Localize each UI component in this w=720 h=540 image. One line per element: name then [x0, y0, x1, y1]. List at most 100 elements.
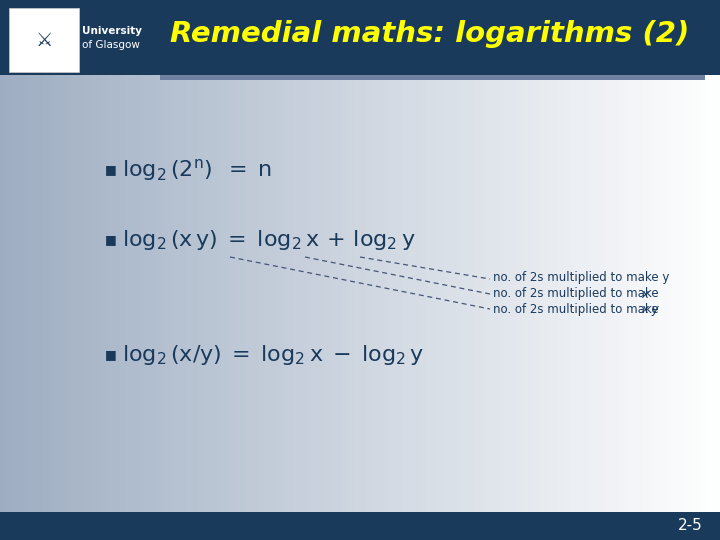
Text: x y: x y: [641, 303, 659, 316]
Bar: [160, 75, 705, 80]
Bar: [480, 75, 487, 512]
Bar: [114, 75, 121, 512]
Bar: [498, 75, 505, 512]
Bar: [234, 75, 241, 512]
Bar: [558, 75, 565, 512]
Bar: [54, 75, 61, 512]
Bar: [426, 75, 433, 512]
Bar: [516, 75, 523, 512]
Bar: [156, 75, 163, 512]
Bar: [420, 75, 427, 512]
Bar: [246, 75, 253, 512]
Bar: [714, 75, 720, 512]
Bar: [264, 75, 271, 512]
Bar: [132, 75, 139, 512]
Bar: [666, 75, 673, 512]
Bar: [72, 75, 79, 512]
Bar: [12, 75, 19, 512]
Bar: [510, 75, 517, 512]
Bar: [474, 75, 481, 512]
Bar: [120, 75, 127, 512]
Bar: [150, 75, 157, 512]
Bar: [162, 75, 169, 512]
Bar: [18, 75, 25, 512]
Bar: [582, 75, 589, 512]
Bar: [126, 75, 133, 512]
Bar: [570, 75, 577, 512]
Bar: [642, 75, 649, 512]
Bar: [0, 0, 720, 75]
Bar: [384, 75, 391, 512]
Bar: [336, 75, 343, 512]
Text: ■: ■: [105, 348, 117, 361]
Bar: [330, 75, 337, 512]
Bar: [492, 75, 499, 512]
Bar: [276, 75, 283, 512]
Bar: [438, 75, 445, 512]
Bar: [462, 75, 469, 512]
Bar: [696, 75, 703, 512]
Bar: [288, 75, 295, 512]
Bar: [648, 75, 655, 512]
Bar: [258, 75, 265, 512]
Text: no. of 2s multiplied to make: no. of 2s multiplied to make: [493, 287, 662, 300]
Bar: [78, 75, 85, 512]
Bar: [168, 75, 175, 512]
Bar: [678, 75, 685, 512]
Bar: [348, 75, 355, 512]
Bar: [414, 75, 421, 512]
Bar: [618, 75, 625, 512]
Bar: [528, 75, 535, 512]
Text: ■: ■: [105, 164, 117, 177]
Text: ⚔: ⚔: [35, 30, 53, 50]
Bar: [252, 75, 259, 512]
Bar: [552, 75, 559, 512]
Text: $\mathsf{log_2\,(x/y)\;=\;log_2\,x\;-\;log_2\,y}$: $\mathsf{log_2\,(x/y)\;=\;log_2\,x\;-\;l…: [122, 343, 424, 367]
Bar: [6, 75, 13, 512]
Bar: [306, 75, 313, 512]
Bar: [138, 75, 145, 512]
Bar: [294, 75, 301, 512]
Bar: [504, 75, 511, 512]
Bar: [186, 75, 193, 512]
Bar: [0, 512, 720, 540]
Bar: [210, 75, 217, 512]
Bar: [576, 75, 583, 512]
Bar: [522, 75, 529, 512]
Bar: [144, 75, 151, 512]
Bar: [468, 75, 475, 512]
Bar: [318, 75, 325, 512]
Bar: [204, 75, 211, 512]
Bar: [282, 75, 289, 512]
Bar: [312, 75, 319, 512]
Bar: [606, 75, 613, 512]
Bar: [624, 75, 631, 512]
Bar: [588, 75, 595, 512]
Bar: [456, 75, 463, 512]
Bar: [654, 75, 661, 512]
Bar: [102, 75, 109, 512]
Bar: [408, 75, 415, 512]
Text: $\mathsf{log_2\,(2^n)\;\;=\;n}$: $\mathsf{log_2\,(2^n)\;\;=\;n}$: [122, 157, 272, 183]
Bar: [360, 75, 367, 512]
Bar: [636, 75, 643, 512]
Bar: [396, 75, 403, 512]
Bar: [390, 75, 397, 512]
Bar: [270, 75, 277, 512]
Bar: [48, 75, 55, 512]
Bar: [702, 75, 709, 512]
Bar: [546, 75, 553, 512]
Bar: [192, 75, 199, 512]
Bar: [216, 75, 223, 512]
Bar: [660, 75, 667, 512]
Text: no. of 2s multiplied to make y: no. of 2s multiplied to make y: [493, 272, 670, 285]
Bar: [222, 75, 229, 512]
Text: ■: ■: [105, 233, 117, 246]
Text: University: University: [82, 26, 142, 36]
Bar: [96, 75, 103, 512]
Bar: [24, 75, 31, 512]
Text: $\mathsf{log_2\,(x\,y)\;=\;log_2\,x\,+\,log_2\,y}$: $\mathsf{log_2\,(x\,y)\;=\;log_2\,x\,+\,…: [122, 228, 415, 252]
Bar: [708, 75, 715, 512]
Bar: [690, 75, 697, 512]
Bar: [378, 75, 385, 512]
